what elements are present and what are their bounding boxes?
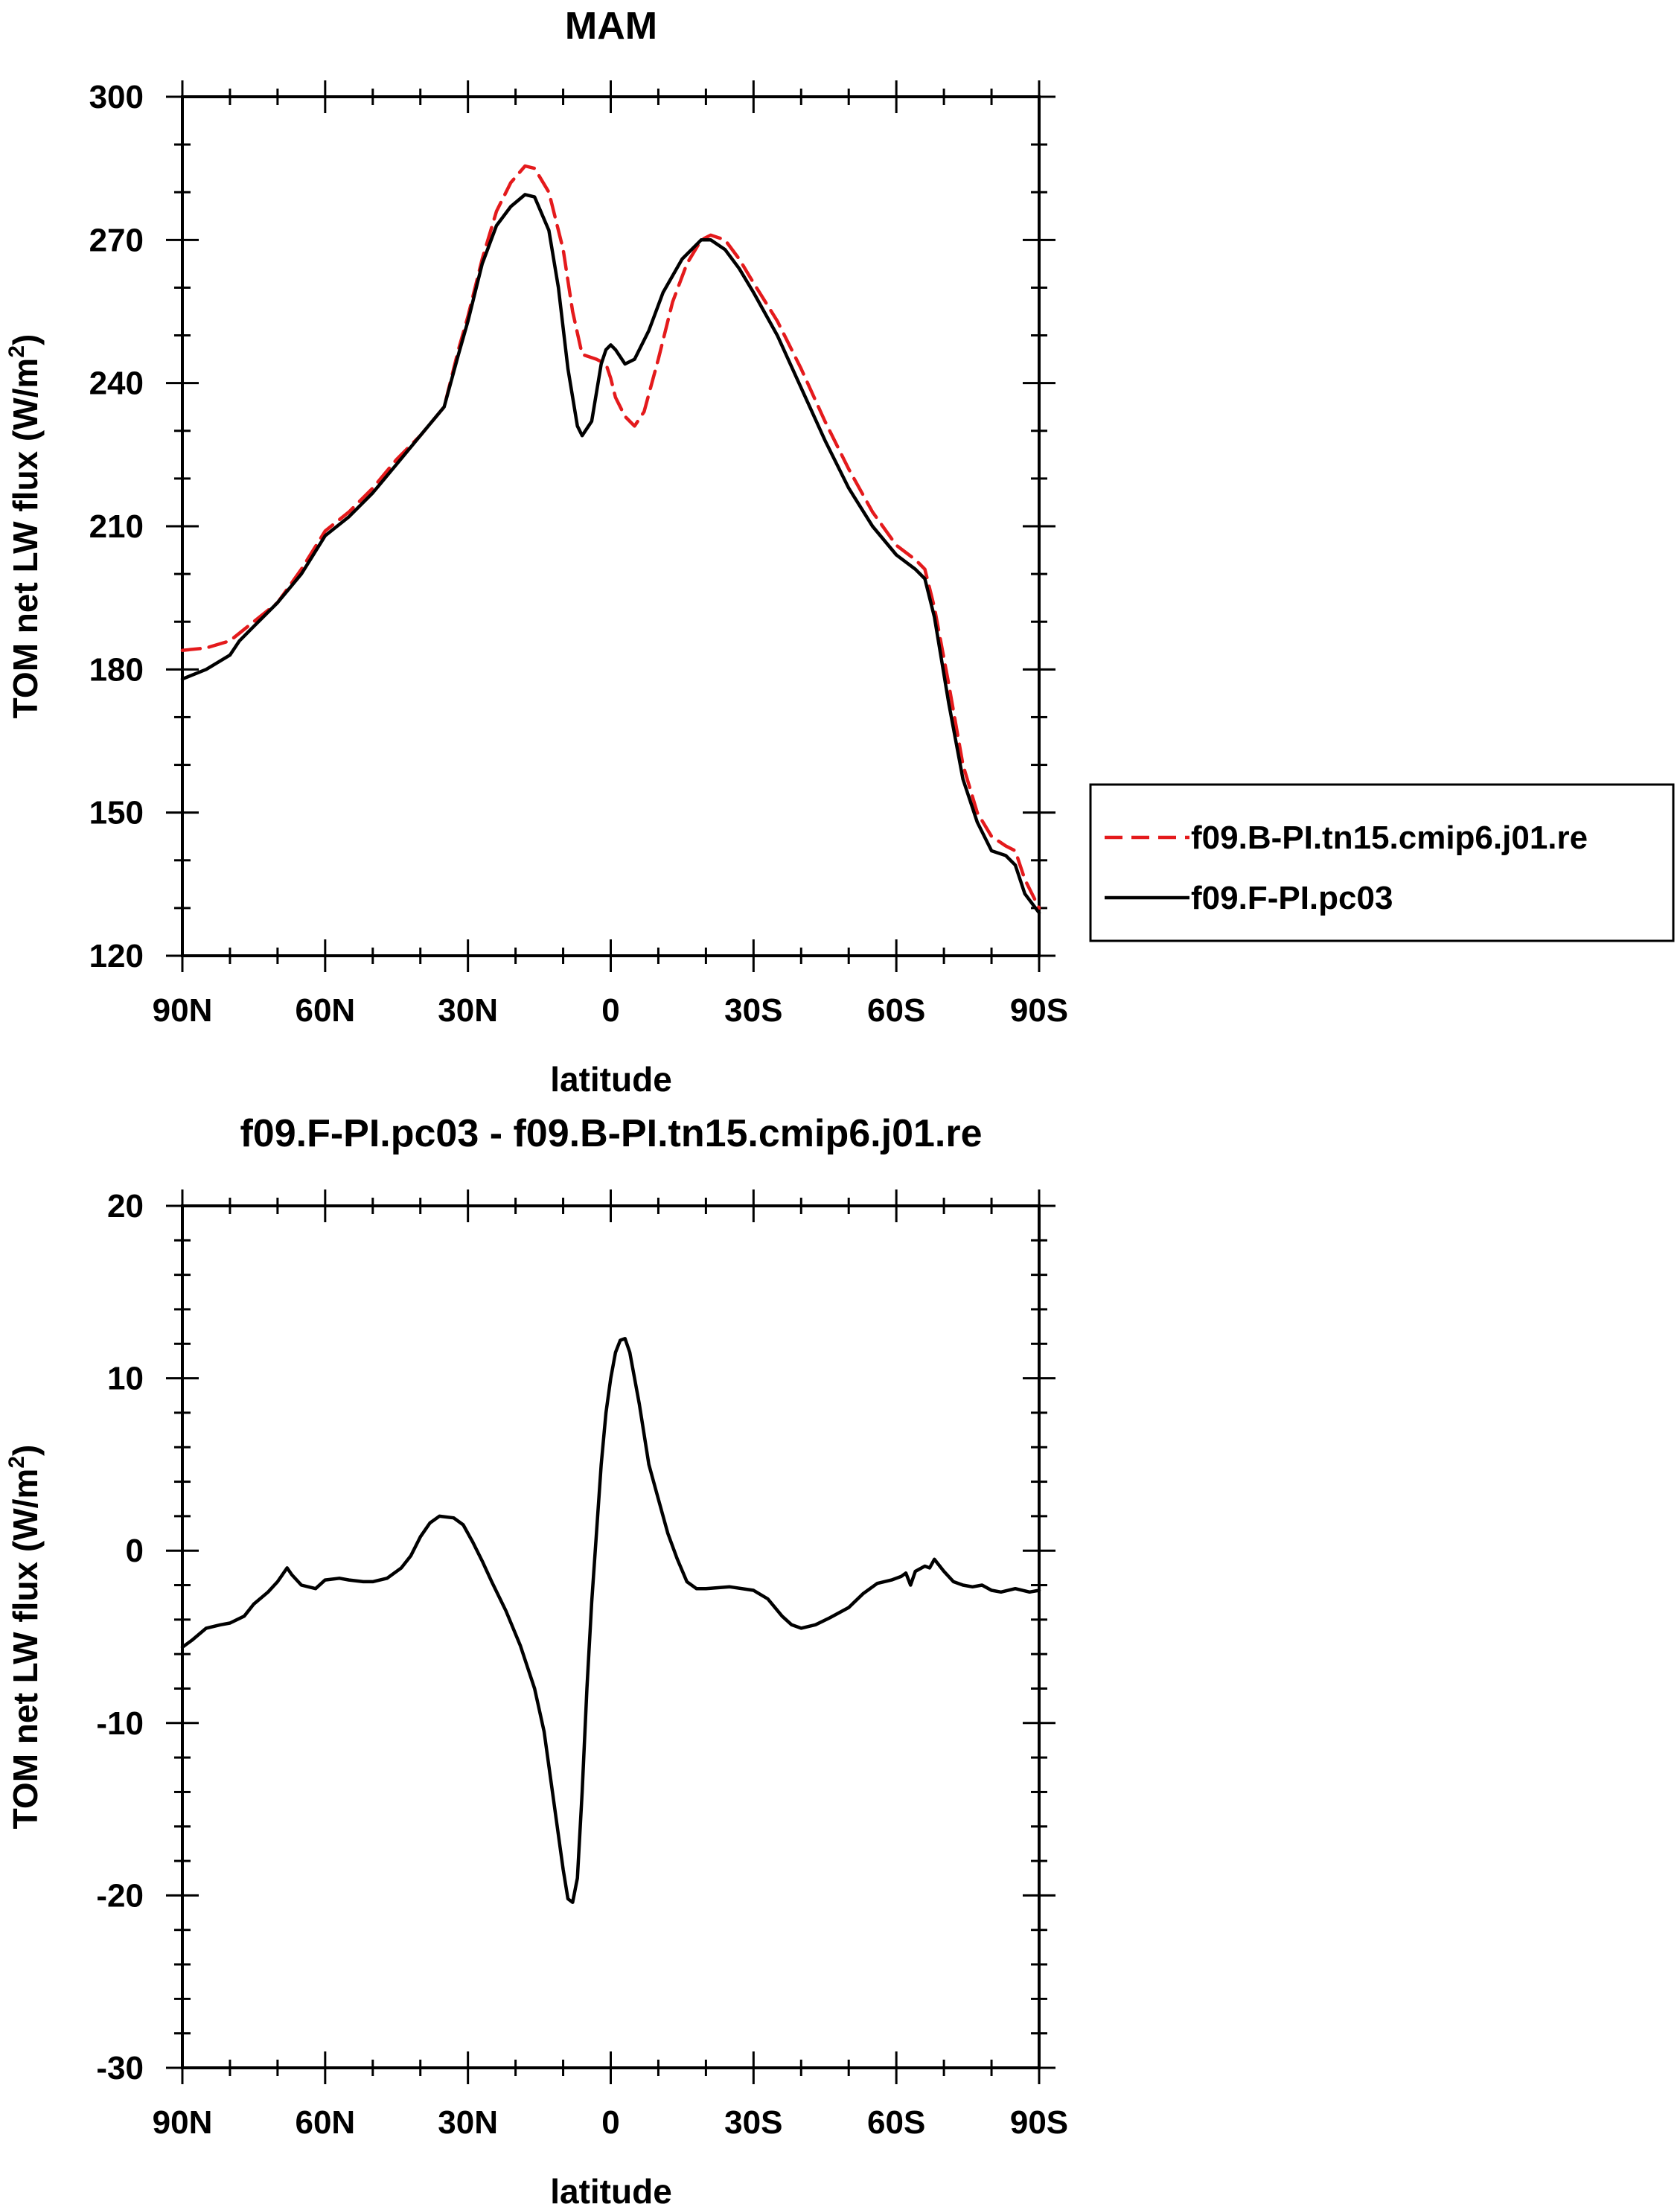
top-y-axis-label-tail: ) [6,334,45,345]
top-series-line-0 [180,164,1041,910]
bottom-x-tick-label: 30N [438,2104,498,2141]
top-x-tick-label: 90S [1010,992,1068,1029]
bottom-panel: f09.F-PI.pc03 - f09.B-PI.tn15.cmip6.j01.… [4,1112,1068,2210]
bottom-x-tick-label: 0 [601,2104,619,2141]
top-y-tick-label: 300 [89,79,144,115]
top-x-tick-label: 30S [724,992,782,1029]
top-series-group [180,164,1041,915]
top-y-tick-label: 150 [89,795,144,831]
top-x-tick-labels: 90N 60N 30N 0 30S 60S 90S [153,992,1069,1029]
legend-label-f-pi: f09.F-PI.pc03 [1191,880,1393,916]
top-x-tick-label: 30N [438,992,498,1029]
bottom-y-tick-label: -30 [96,2050,144,2086]
top-y-tick-label: 120 [89,938,144,974]
bottom-y-tick-label: -10 [96,1705,144,1742]
top-x-tick-label: 0 [601,992,619,1029]
bottom-y-axis-label-tail: ) [6,1445,45,1456]
bottom-y-axis-label-main: TOM net LW flux (W/m [6,1469,45,1830]
bottom-y-axis-label: TOM net LW flux (W/m2) [4,1445,45,1830]
bottom-x-tick-labels: 90N 60N 30N 0 30S 60S 90S [153,2104,1069,2141]
legend-box [1089,783,1675,942]
bottom-y-tick-label: 20 [107,1188,144,1224]
top-y-tick-label: 180 [89,651,144,688]
top-series-line-1 [180,193,1041,915]
bottom-y-axis-label-sup: 2 [4,1456,29,1469]
bottom-series-line-0 [180,1337,1041,1904]
top-plot-area [166,80,1055,972]
top-legend: f09.B-PI.tn15.cmip6.j01.re f09.F-PI.pc03 [1089,783,1675,942]
bottom-x-tick-label: 60S [867,2104,925,2141]
bottom-y-tick-label: 0 [126,1533,144,1569]
bottom-plot-area [166,1189,1055,2084]
top-y-tick-label: 240 [89,365,144,402]
bottom-series-group [180,1337,1041,1904]
top-plot-frame [181,95,1041,957]
top-y-tick-label: 210 [89,508,144,545]
top-x-tick-label: 90N [153,992,213,1029]
top-y-tick-label: 270 [89,222,144,258]
bottom-x-tick-label: 60N [295,2104,355,2141]
bottom-plot-frame [181,1204,1041,2069]
bottom-y-tick-labels: -30 -20 -10 0 10 20 [96,1188,144,2086]
top-x-tick-label: 60S [867,992,925,1029]
top-axis-ticks [166,80,1055,972]
bottom-x-tick-label: 90N [153,2104,213,2141]
bottom-axis-ticks [166,1189,1055,2084]
top-y-axis-label-sup: 2 [4,345,29,358]
top-y-axis-label-main: TOM net LW flux (W/m [6,358,45,719]
bottom-y-tick-label: -20 [96,1877,144,1914]
top-x-tick-label: 60N [295,992,355,1029]
bottom-y-tick-label: 10 [107,1361,144,1397]
top-y-tick-labels: 120 150 180 210 240 270 300 [89,79,144,974]
top-panel: MAM 90N 60N 30N 0 30S 60S 90S 120 150 180 210 240 2… [4,4,1675,1099]
bottom-panel-title: f09.F-PI.pc03 - f09.B-PI.tn15.cmip6.j01.… [240,1112,982,1155]
top-y-axis-label: TOM net LW flux (W/m2) [4,334,45,719]
bottom-x-tick-label: 30S [724,2104,782,2141]
bottom-x-axis-label: latitude [550,2172,672,2210]
top-panel-title: MAM [565,4,657,48]
bottom-x-tick-label: 90S [1010,2104,1068,2141]
top-x-axis-label: latitude [550,1060,672,1099]
legend-label-b-pi: f09.B-PI.tn15.cmip6.j01.re [1191,820,1588,856]
